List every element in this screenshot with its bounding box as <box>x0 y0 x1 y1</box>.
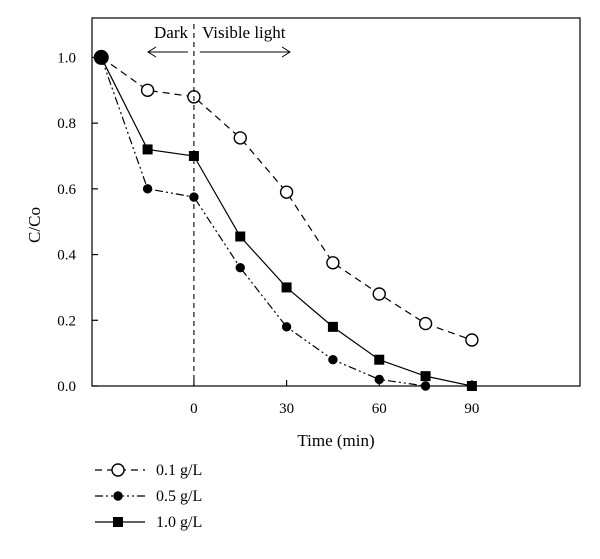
marker-filled-square <box>281 282 292 293</box>
dark-label: Dark <box>154 23 188 42</box>
marker-filled-square <box>420 371 431 382</box>
series-line <box>100 56 473 341</box>
y-axis-label: C/Co <box>25 207 44 243</box>
marker-open-circle <box>140 83 155 97</box>
marker-filled-square <box>466 381 477 391</box>
marker-filled-square <box>327 321 338 332</box>
marker-filled-square <box>374 354 385 365</box>
marker-open-circle <box>279 185 294 199</box>
legend-label: 0.1 g/L <box>156 462 202 479</box>
marker-filled-square <box>142 144 153 155</box>
legend: 0.1 g/L 0.5 g/L 1.0 g/L <box>95 462 202 531</box>
marker-filled-circle <box>328 355 338 365</box>
marker-filled-square <box>235 231 246 242</box>
arrow-head <box>281 46 291 58</box>
legend-label: 1.0 g/L <box>156 514 202 531</box>
marker-open-circle <box>418 316 433 331</box>
marker-open-circle <box>465 333 479 347</box>
legend-item: 0.5 g/L <box>95 488 202 505</box>
y-tick-label: 0.6 <box>57 182 76 198</box>
y-tick-label: 0.8 <box>57 116 76 132</box>
marker-filled-square <box>188 151 199 161</box>
series-0-5-g-l <box>100 57 431 391</box>
plot-frame <box>91 17 581 387</box>
plot-area <box>91 17 581 387</box>
marker-filled-circle <box>420 381 431 391</box>
annotations: Dark Visible light <box>147 23 291 386</box>
marker-filled-circle <box>235 263 245 273</box>
series-layer <box>93 49 479 391</box>
y-tick-label: 1.0 <box>57 50 76 66</box>
series-line <box>100 57 426 387</box>
marker-open-circle <box>111 463 125 477</box>
y-tick-label: 0.0 <box>57 379 76 395</box>
y-tick-label: 0.4 <box>57 248 76 264</box>
series-line <box>100 57 473 387</box>
series-1-0-g-l <box>100 57 477 391</box>
marker-open-circle <box>233 131 247 145</box>
legend-label: 0.5 g/L <box>156 488 202 505</box>
x-tick-label: 90 <box>464 401 479 417</box>
start-point-marker <box>93 49 109 65</box>
arrow-head <box>147 46 157 58</box>
marker-filled-circle <box>374 374 384 385</box>
legend-item: 0.1 g/L <box>95 462 202 479</box>
dark-arrow <box>147 46 188 58</box>
marker-filled-square <box>113 517 123 527</box>
x-tick-label: 60 <box>372 401 387 417</box>
visible-light-label: Visible light <box>202 23 286 42</box>
marker-filled-circle <box>281 322 292 332</box>
series-0-1-g-l <box>100 56 479 347</box>
x-tick-label: 0 <box>190 401 198 417</box>
x-tick-label: 30 <box>279 401 294 417</box>
visible-light-arrow <box>199 46 291 58</box>
y-tick-label: 0.2 <box>57 313 76 329</box>
marker-open-circle <box>372 287 386 301</box>
axes: 0 30 60 90 0.0 0.2 0.4 0.6 0.8 1.0 <box>57 50 479 417</box>
marker-filled-circle <box>113 491 123 501</box>
marker-filled-circle <box>142 184 153 194</box>
marker-open-circle <box>326 256 340 270</box>
x-axis-label: Time (min) <box>297 431 374 450</box>
legend-item: 1.0 g/L <box>95 514 202 531</box>
